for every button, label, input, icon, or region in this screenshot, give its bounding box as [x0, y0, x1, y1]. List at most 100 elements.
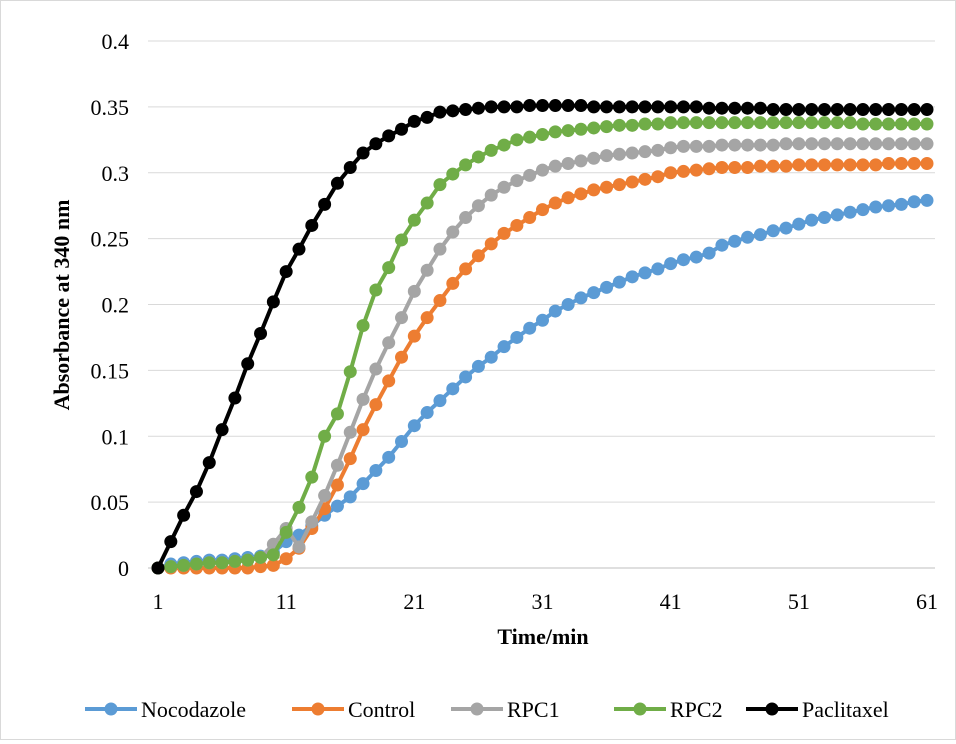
legend-label: Paclitaxel: [802, 697, 889, 722]
data-point: [548, 99, 562, 113]
data-point: [382, 450, 396, 464]
data-point: [625, 100, 639, 114]
data-point: [446, 382, 460, 396]
data-point: [395, 311, 409, 325]
data-point: [407, 419, 421, 433]
data-point: [484, 350, 498, 364]
data-point: [254, 550, 268, 564]
data-point: [459, 103, 473, 117]
series-layer: [151, 99, 934, 575]
data-point: [523, 321, 537, 335]
data-point: [228, 554, 242, 568]
x-tick-label: 51: [788, 589, 810, 614]
legend-label: RPC1: [507, 697, 560, 722]
legend-item-nocodazole: Nocodazole: [85, 697, 246, 722]
data-point: [266, 558, 280, 572]
series-nocodazole: [151, 193, 934, 575]
data-point: [792, 158, 806, 172]
data-point: [561, 99, 575, 113]
data-point: [664, 257, 678, 271]
data-point: [920, 137, 934, 151]
data-point: [305, 515, 319, 529]
data-point: [574, 187, 588, 201]
data-point: [689, 163, 703, 177]
data-point: [766, 159, 780, 173]
data-point: [407, 329, 421, 343]
data-point: [548, 159, 562, 173]
data-point: [907, 137, 921, 151]
data-point: [651, 117, 665, 131]
series-line: [157, 198, 928, 570]
data-point: [920, 103, 934, 117]
data-point: [882, 157, 896, 171]
data-point: [843, 103, 857, 117]
data-point: [497, 138, 511, 152]
data-point: [587, 100, 601, 114]
data-point: [741, 116, 755, 130]
data-point: [625, 118, 639, 132]
data-point: [318, 197, 332, 211]
data-point: [843, 205, 857, 219]
data-point: [343, 425, 357, 439]
data-point: [894, 103, 908, 117]
data-point: [676, 139, 690, 153]
data-point: [612, 118, 626, 132]
data-point: [420, 110, 434, 124]
data-point: [292, 500, 306, 514]
data-point: [766, 224, 780, 238]
data-point: [497, 100, 511, 114]
data-point: [869, 117, 883, 131]
data-point: [356, 146, 370, 160]
legend: Nocodazole Control RPC1 RPC2 Paclitaxel: [85, 697, 889, 722]
legend-label: RPC2: [670, 697, 723, 722]
data-point: [343, 490, 357, 504]
data-point: [510, 174, 524, 188]
x-axis-ticks: 1 11 21 31 41 51 61: [153, 589, 939, 614]
data-point: [856, 117, 870, 131]
legend-marker: [765, 702, 779, 716]
data-point: [600, 100, 614, 114]
y-tick-label: 0.25: [91, 227, 130, 252]
y-tick-label: 0.1: [102, 424, 130, 449]
data-point: [343, 452, 357, 466]
data-point: [459, 262, 473, 276]
data-point: [638, 100, 652, 114]
data-point: [510, 330, 524, 344]
data-point: [741, 101, 755, 115]
data-point: [664, 141, 678, 155]
data-point: [536, 163, 549, 177]
data-point: [279, 265, 293, 279]
data-point: [830, 158, 844, 172]
data-point: [715, 238, 729, 252]
data-point: [779, 137, 793, 151]
y-tick-label: 0.35: [91, 95, 130, 120]
data-point: [907, 157, 921, 171]
data-point: [689, 100, 703, 114]
data-point: [894, 117, 908, 131]
data-point: [305, 470, 319, 484]
data-point: [523, 130, 537, 144]
data-point: [651, 100, 665, 114]
data-point: [433, 178, 447, 192]
data-point: [356, 319, 370, 333]
data-point: [420, 263, 434, 277]
legend-item-paclitaxel: Paclitaxel: [746, 697, 889, 722]
data-point: [266, 548, 280, 562]
data-point: [471, 249, 485, 263]
data-point: [638, 266, 652, 280]
data-point: [702, 116, 716, 130]
data-point: [369, 137, 383, 151]
data-point: [882, 137, 896, 151]
data-point: [741, 160, 755, 174]
data-point: [189, 557, 203, 571]
data-point: [459, 158, 473, 172]
data-point: [869, 137, 883, 151]
data-point: [574, 99, 588, 113]
data-point: [676, 100, 690, 114]
data-point: [420, 311, 434, 325]
data-point: [856, 137, 870, 151]
x-tick-label: 61: [916, 589, 938, 614]
data-point: [728, 138, 742, 152]
data-point: [420, 406, 434, 420]
data-point: [382, 336, 396, 350]
